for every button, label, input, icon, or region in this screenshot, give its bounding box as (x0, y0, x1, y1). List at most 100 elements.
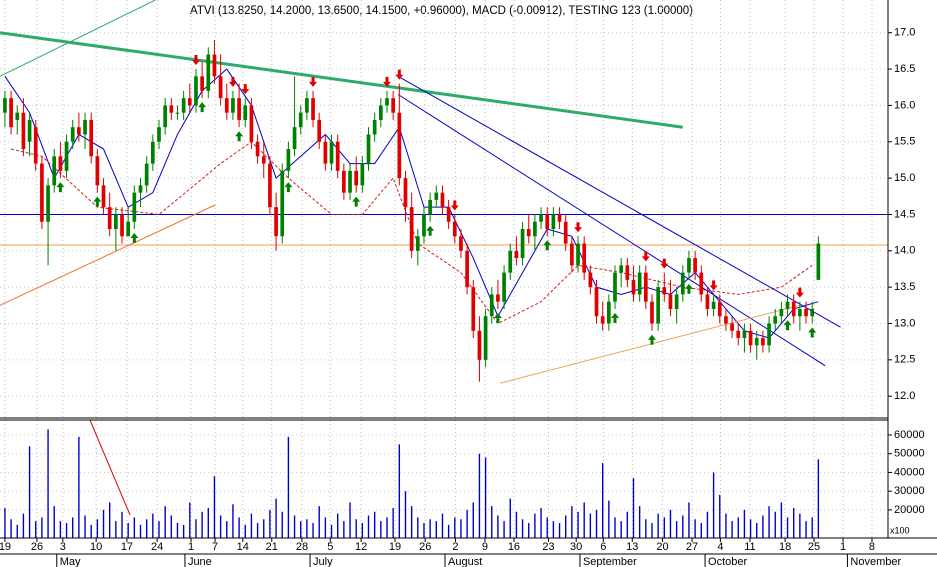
x-tick-label: 7 (212, 541, 218, 553)
y-tick-label: 12.5 (894, 354, 915, 366)
y-tick-label: 14.0 (894, 245, 915, 257)
volume-tick-label: 50000 (894, 448, 925, 460)
candle-body (9, 98, 13, 128)
candle-body (249, 105, 254, 142)
candle-body (496, 294, 500, 302)
candle-body (409, 207, 414, 251)
candle-body (114, 214, 118, 229)
candle-body (101, 185, 106, 208)
sell-arrow (241, 84, 250, 95)
candle-body (274, 207, 278, 237)
y-tick-label: 15.0 (894, 172, 915, 184)
candle-body (428, 199, 432, 215)
x-tick-label: 12 (355, 541, 367, 553)
buy-arrow (543, 240, 552, 251)
x-tick-label: 20 (656, 541, 668, 553)
buy-arrow (93, 196, 102, 207)
candle-body (687, 258, 691, 273)
volume-panel (0, 420, 888, 538)
candle-body (508, 250, 513, 273)
candle-body (107, 207, 112, 229)
candle-body (791, 301, 796, 317)
buy-arrow (130, 232, 139, 243)
x-tick-label: 19 (0, 541, 11, 553)
candle-body (674, 294, 679, 309)
candle-body (317, 119, 322, 142)
candle-body (557, 214, 562, 222)
candle-body (582, 243, 587, 273)
candle-body (138, 185, 143, 193)
candle-body (40, 163, 44, 222)
sell-arrow (228, 76, 237, 87)
x-tick-label: 25 (808, 541, 820, 553)
sell-arrow (641, 251, 650, 262)
candle-body (292, 127, 297, 150)
candle-body (650, 301, 654, 324)
candle-body (477, 330, 482, 360)
candle-body (391, 98, 396, 113)
candle-body (305, 98, 309, 113)
candle-body (415, 236, 420, 251)
x-tick-label: 18 (779, 541, 791, 553)
indicator-line (10, 141, 813, 325)
x-tick-label: 9 (482, 541, 488, 553)
candle-body (656, 287, 660, 324)
candle-body (120, 214, 124, 237)
x-tick-label: 28 (296, 541, 308, 553)
candle-body (323, 141, 328, 164)
candle-body (643, 272, 648, 302)
candle-body (366, 134, 371, 164)
candle-body (286, 149, 291, 171)
candle-body (298, 112, 303, 128)
x-tick-label: 1 (188, 541, 194, 553)
candle-body (742, 330, 747, 339)
x-tick-label: 2 (452, 541, 458, 553)
x-tick-label: 26 (419, 541, 431, 553)
candle-body (773, 316, 778, 324)
price-panel (0, 0, 888, 418)
candle-body (600, 316, 605, 324)
sell-arrow (309, 76, 318, 87)
candle-body (397, 112, 402, 179)
candle-body (563, 221, 568, 244)
sell-arrow (660, 258, 669, 269)
candle-body (748, 330, 753, 346)
x-tick-label: 1 (840, 541, 846, 553)
candle-body (724, 316, 728, 324)
candle-body (89, 119, 94, 157)
candle-body (169, 105, 174, 113)
volume-unit: x100 (890, 525, 910, 535)
candle-body (446, 207, 451, 222)
volume-trendline (89, 420, 131, 516)
candle-body (15, 112, 20, 120)
x-tick-label: 8 (869, 541, 875, 553)
candle-body (132, 192, 137, 222)
buy-arrow (684, 283, 693, 294)
candle-body (804, 308, 808, 317)
candle-body (761, 338, 765, 346)
candle-body (46, 185, 50, 222)
candle-body (212, 54, 217, 77)
candle-body (194, 76, 198, 106)
candle-body (785, 301, 790, 309)
candle-body (816, 243, 821, 280)
candle-body (693, 258, 697, 273)
candle-body (311, 98, 315, 120)
candle-body (3, 98, 7, 113)
buy-arrow (611, 312, 620, 323)
candle-body (730, 323, 734, 331)
candle-body (717, 301, 722, 317)
y-tick-label: 17.0 (894, 27, 915, 39)
buy-arrow (56, 182, 65, 193)
buy-arrow (808, 327, 817, 338)
candle-body (261, 156, 266, 164)
candle-body (280, 170, 285, 237)
x-tick-label: 11 (744, 541, 755, 553)
buy-arrow (783, 320, 792, 331)
candle-body (699, 272, 704, 295)
x-tick-label: 3 (60, 541, 66, 553)
candle-body (224, 98, 229, 113)
y-tick-label: 15.5 (894, 136, 915, 148)
candle-body (705, 294, 710, 309)
candle-body (181, 98, 186, 113)
